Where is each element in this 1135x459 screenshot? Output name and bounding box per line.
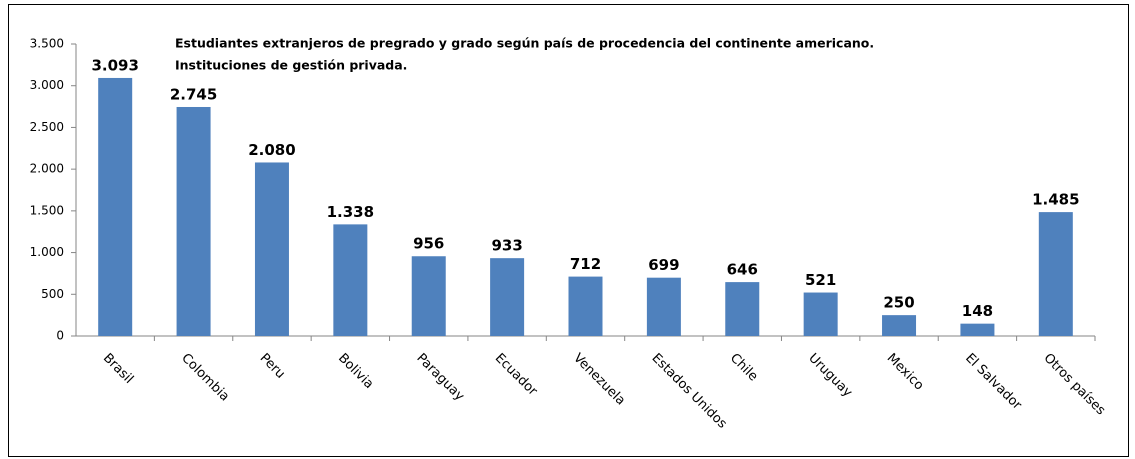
value-label: 250 xyxy=(883,294,914,312)
value-label: 521 xyxy=(805,271,836,289)
bar xyxy=(725,282,760,336)
y-tick-label: 3.500 xyxy=(30,37,64,51)
value-label: 933 xyxy=(491,237,522,255)
value-label: 3.093 xyxy=(91,56,138,74)
value-label: 2.080 xyxy=(248,141,295,159)
y-tick-label: 1.500 xyxy=(30,203,64,217)
bar xyxy=(333,224,368,336)
bar xyxy=(803,292,838,336)
y-tick-label: 2.000 xyxy=(30,162,64,176)
value-label: 646 xyxy=(727,261,758,279)
value-label: 956 xyxy=(413,235,444,253)
value-label: 712 xyxy=(570,255,601,273)
bar xyxy=(960,323,995,336)
y-tick-label: 500 xyxy=(41,287,64,301)
bar xyxy=(176,106,211,336)
y-tick-label: 1.000 xyxy=(30,245,64,259)
bar xyxy=(568,276,603,336)
bar xyxy=(490,258,525,336)
y-tick-label: 2.500 xyxy=(30,120,64,134)
value-label: 1.338 xyxy=(327,203,374,221)
bar xyxy=(882,315,917,336)
bar xyxy=(411,256,446,336)
chart-title: Estudiantes extranjeros de pregrado y gr… xyxy=(175,36,874,51)
y-tick-label: 0 xyxy=(56,329,64,343)
bar xyxy=(646,277,681,336)
bar xyxy=(98,77,133,336)
y-tick-label: 3.000 xyxy=(30,78,64,92)
bar xyxy=(1038,212,1073,336)
chart-subtitle: Instituciones de gestión privada. xyxy=(175,58,407,73)
value-label: 1.485 xyxy=(1032,191,1079,209)
value-label: 2.745 xyxy=(170,85,217,103)
bar xyxy=(254,162,289,336)
value-label: 699 xyxy=(648,256,679,274)
value-label: 148 xyxy=(962,302,993,320)
